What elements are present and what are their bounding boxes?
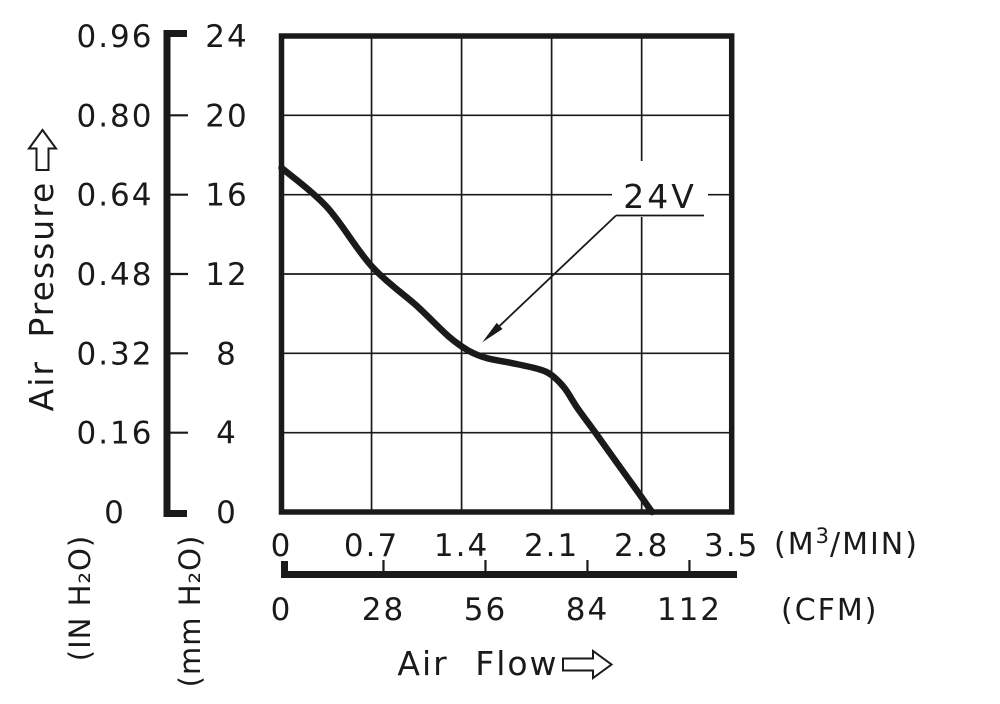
x-axis-unit-m3min-pre: (M (774, 527, 816, 562)
x-tick-label-cfm: 0 (271, 592, 293, 628)
y-tick-label-in-h2o: 0.96 (76, 19, 153, 55)
leader-arrowhead-icon (482, 322, 503, 343)
x-axis-title: Air Flow (397, 644, 559, 683)
cfm-scale-bar-left-serif (281, 561, 288, 578)
y-tick-label-mm-h2o: 12 (205, 257, 248, 293)
cfm-scale-bar (281, 571, 737, 578)
x-tick-label-cfm: 84 (566, 592, 609, 628)
x-axis-unit-cfm: (CFM) (781, 593, 879, 628)
x-tick-label-cfm: 56 (464, 592, 507, 628)
air-flow-right-arrow-icon (562, 649, 614, 680)
y-tick-label-mm-h2o: 0 (216, 495, 238, 531)
x-tick-label-m3min: 1.4 (434, 528, 489, 564)
x-tick-label-m3min: 0 (271, 528, 293, 564)
x-axis-unit-m3min-superscript: 3 (815, 524, 830, 548)
air-pressure-up-arrow-icon (27, 128, 58, 171)
leader-diagonal (498, 214, 617, 327)
x-tick-label-m3min: 2.1 (524, 528, 579, 564)
x-tick-label-m3min: 3.5 (704, 528, 759, 564)
y-tick-label-in-h2o: 0.80 (76, 98, 153, 134)
x-tick-label-m3min: 0.7 (344, 528, 399, 564)
x-axis-unit-m3min: (M3/MIN) (774, 524, 919, 562)
x-axis-unit-m3min-post: /MIN) (829, 527, 919, 562)
plot-border (278, 33, 735, 515)
y-tick-label-mm-h2o: 4 (216, 416, 238, 452)
y-tick-label-in-h2o: 0.64 (76, 178, 153, 214)
pressure-scale-bar (163, 30, 171, 517)
x-tick-label-cfm: 112 (657, 592, 722, 628)
performance-curve-24v (278, 164, 656, 516)
y-tick-label-mm-h2o: 16 (205, 178, 248, 214)
pressure-scale-bar-top-serif (163, 30, 187, 37)
pressure-scale-bar-bottom-serif (163, 510, 187, 517)
y-tick-label-in-h2o: 0.48 (76, 257, 153, 293)
x-tick-label-cfm: 28 (362, 592, 405, 628)
y-tick-label-in-h2o: 0 (104, 495, 126, 531)
y-tick-label-mm-h2o: 20 (205, 98, 248, 134)
y-tick-label-in-h2o: 0.16 (76, 416, 153, 452)
y-tick-label-in-h2o: 0.32 (76, 336, 153, 372)
series-annotation-24v: 24V (612, 161, 708, 217)
y-tick-label-mm-h2o: 24 (205, 19, 248, 55)
y-tick-label-mm-h2o: 8 (216, 336, 238, 372)
x-tick-label-m3min: 2.8 (614, 528, 669, 564)
